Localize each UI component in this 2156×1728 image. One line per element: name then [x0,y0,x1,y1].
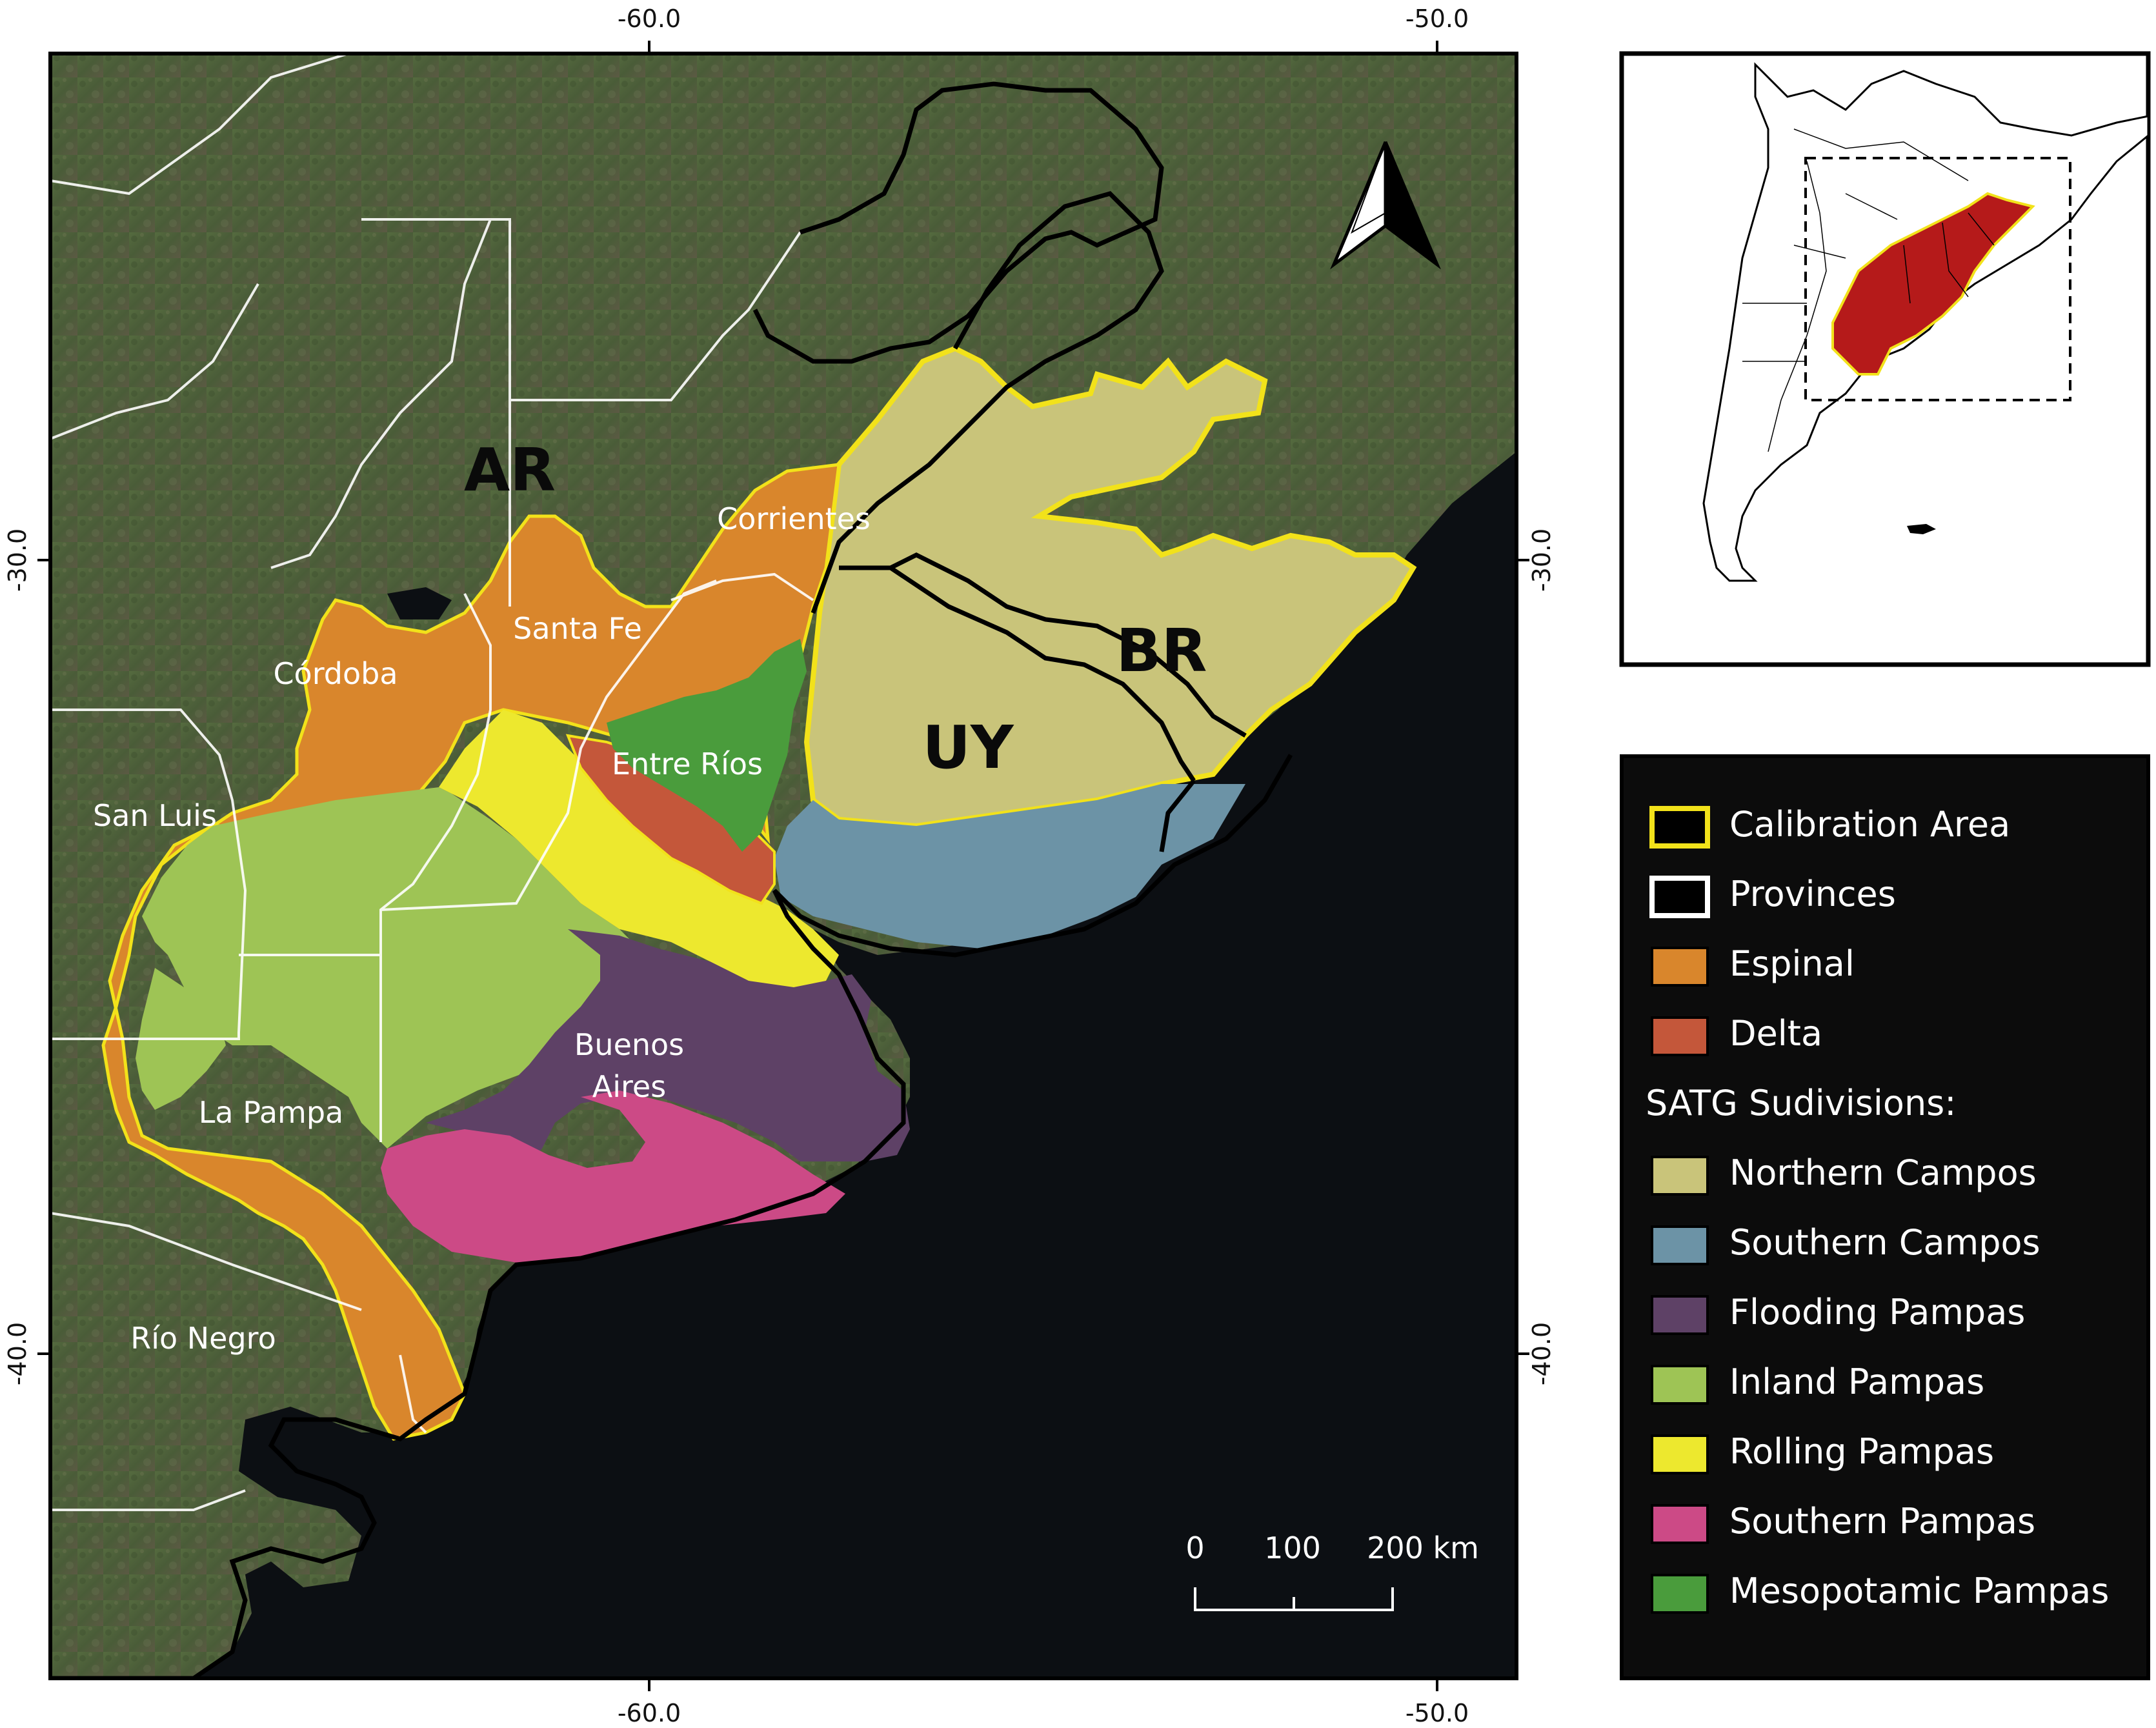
bottom-tick-label-2: -50.0 [1405,1699,1469,1727]
legend-swatch-delta [1651,1016,1709,1056]
map-frame [48,52,1518,1680]
legend-swatch-calibration-area [1649,806,1710,849]
province-label-buenos: Buenos [574,1027,684,1062]
scale-label-200: 200 km [1367,1531,1479,1565]
top-tick-label-1: -60.0 [618,5,681,33]
right-tick-label-1: -30.0 [1527,528,1556,592]
legend-label-inland-pampas: Inland Pampas [1729,1361,1984,1402]
legend-label-southern-campos: Southern Campos [1729,1222,2040,1263]
legend-label-northern-campos: Northern Campos [1729,1152,2037,1193]
province-label-rio-negro: Río Negro [130,1321,276,1356]
inset-study-area [1831,192,2035,376]
country-label-br: BR [1116,616,1207,685]
country-boundaries [50,81,1293,1678]
legend-label-delta: Delta [1729,1013,1822,1054]
province-boundaries [50,54,814,1511]
inset-tierra-del-fuego [1907,524,1936,534]
main-map: AR UY BR Corrientes Santa Fe Córdoba Ent… [3,5,1556,1727]
legend-swatch-rolling-pampas [1651,1434,1709,1474]
top-tick-label-2: -50.0 [1405,5,1469,33]
legend-label-mesopotamic-pampas: Mesopotamic Pampas [1729,1571,2109,1611]
legend-swatch-southern-pampas [1651,1504,1709,1544]
region-flooding-pampas [426,929,910,1168]
lake-cordoba [387,587,452,619]
province-label-la-pampa: La Pampa [199,1095,344,1130]
legend: Calibration Area Provinces Espinal Delta SAT… [1620,754,2150,1680]
legend-label-flooding-pampas: Flooding Pampas [1729,1292,2025,1332]
legend-label-provinces: Provinces [1729,874,1896,914]
bottom-tick-label-1: -60.0 [618,1699,681,1727]
legend-swatch-espinal [1651,947,1709,987]
province-label-cordoba: Córdoba [273,656,398,691]
legend-swatch-northern-campos [1651,1156,1709,1196]
scale-bar: 0 100 200 km [1185,1531,1479,1611]
tick-marks [37,41,1529,1691]
right-tick-label-2: -40.0 [1527,1322,1556,1385]
inset-extent-box [1804,157,2071,401]
north-arrow-icon [1330,141,1441,270]
legend-label-espinal: Espinal [1729,943,1855,984]
legend-swatch-provinces [1649,876,1710,918]
legend-label-rolling-pampas: Rolling Pampas [1729,1431,1994,1472]
inset-internal-borders [1742,128,1969,452]
province-label-san-luis: San Luis [93,798,217,833]
legend-swatch-flooding-pampas [1651,1295,1709,1335]
country-label-ar: AR [464,436,556,505]
legend-swatch-southern-campos [1651,1225,1709,1265]
province-label-entre-rios: Entre Ríos [612,747,763,781]
legend-label-southern-pampas: Southern Pampas [1729,1501,2035,1542]
region-southern-campos [774,784,1245,949]
region-mesopotamic-pampas [607,639,807,852]
left-tick-label-2: -40.0 [3,1322,32,1385]
region-rolling-pampas [439,710,839,994]
province-label-aires: Aires [592,1069,666,1104]
legend-subtitle: SATG Sudivisions: [1646,1083,1957,1123]
inset-map [1619,51,2151,667]
left-tick-label-1: -30.0 [3,528,32,592]
legend-label-calibration-area: Calibration Area [1729,804,2010,845]
legend-swatch-mesopotamic-pampas [1651,1574,1709,1614]
legend-swatch-inland-pampas [1651,1365,1709,1405]
inset-study-area-borders [1903,212,1995,304]
province-label-corrientes: Corrientes [717,501,871,536]
country-label-uy: UY [922,713,1014,782]
scale-label-100: 100 [1264,1531,1321,1565]
scale-label-0: 0 [1185,1531,1204,1565]
province-label-santa-fe: Santa Fe [513,611,642,646]
